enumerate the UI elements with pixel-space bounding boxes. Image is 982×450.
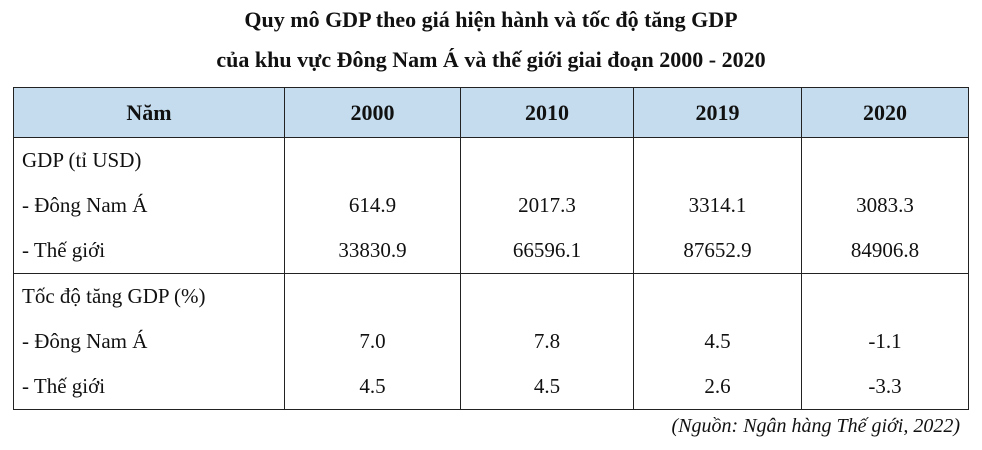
- header-2010: 2010: [460, 87, 634, 138]
- empty-cell: [633, 273, 802, 319]
- gdp-table: Năm 2000 2010 2019 2020 GDP (tỉ USD) - Đ…: [13, 87, 969, 410]
- group-title-gdp: GDP (tỉ USD): [13, 137, 285, 183]
- table-cell: 4.5: [284, 364, 461, 410]
- empty-cell: [284, 273, 461, 319]
- table-title-line-2: của khu vực Đông Nam Á và thế giới giai …: [216, 47, 766, 72]
- table-title-line-1: Quy mô GDP theo giá hiện hành và tốc độ …: [244, 7, 738, 32]
- group-title-row-gdp: GDP (tỉ USD): [13, 137, 969, 183]
- table-row: - Thế giới 33830.9 66596.1 87652.9 84906…: [13, 228, 969, 274]
- table-cell: 87652.9: [633, 228, 802, 274]
- empty-cell: [801, 273, 969, 319]
- table-cell: 66596.1: [460, 228, 634, 274]
- row-label: - Đông Nam Á: [13, 319, 285, 364]
- empty-cell: [801, 137, 969, 183]
- table-cell: -1.1: [801, 319, 969, 364]
- empty-cell: [460, 137, 634, 183]
- table-row: - Đông Nam Á 614.9 2017.3 3314.1 3083.3: [13, 183, 969, 228]
- empty-cell: [633, 137, 802, 183]
- group-title-growth: Tốc độ tăng GDP (%): [13, 273, 285, 319]
- table-cell: 3083.3: [801, 183, 969, 228]
- source-note: (Nguồn: Ngân hàng Thế giới, 2022): [671, 415, 960, 437]
- row-label: - Thế giới: [13, 228, 285, 274]
- row-label: - Đông Nam Á: [13, 183, 285, 228]
- table-cell: 4.5: [460, 364, 634, 410]
- table-cell: 4.5: [633, 319, 802, 364]
- empty-cell: [284, 137, 461, 183]
- table-cell: 3314.1: [633, 183, 802, 228]
- header-2000: 2000: [284, 87, 461, 138]
- header-2019: 2019: [633, 87, 802, 138]
- table-cell: 7.8: [460, 319, 634, 364]
- table-cell: 7.0: [284, 319, 461, 364]
- table-cell: 2017.3: [460, 183, 634, 228]
- table-cell: 84906.8: [801, 228, 969, 274]
- table-cell: 2.6: [633, 364, 802, 410]
- group-title-row-growth: Tốc độ tăng GDP (%): [13, 273, 969, 319]
- table-cell: 614.9: [284, 183, 461, 228]
- header-year-label: Năm: [13, 87, 285, 138]
- table-row: - Đông Nam Á 7.0 7.8 4.5 -1.1: [13, 319, 969, 364]
- header-2020: 2020: [801, 87, 969, 138]
- table-row: - Thế giới 4.5 4.5 2.6 -3.3: [13, 364, 969, 410]
- table-cell: -3.3: [801, 364, 969, 410]
- header-row: Năm 2000 2010 2019 2020: [13, 87, 969, 138]
- row-label: - Thế giới: [13, 364, 285, 410]
- table-cell: 33830.9: [284, 228, 461, 274]
- empty-cell: [460, 273, 634, 319]
